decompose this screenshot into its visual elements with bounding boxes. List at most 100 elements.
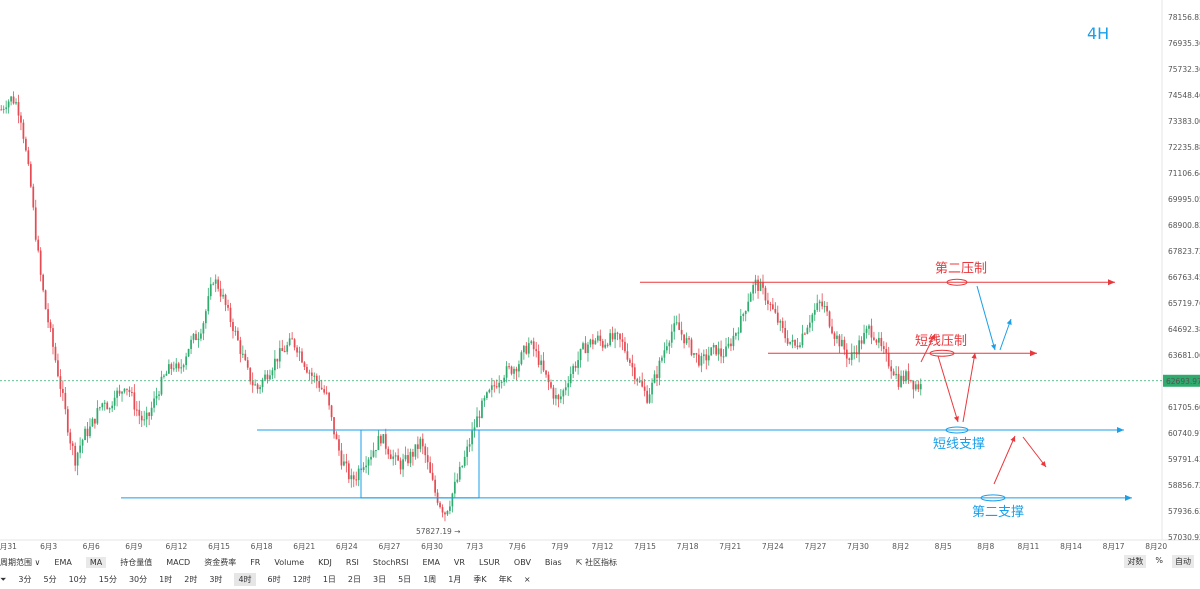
candle-body (559, 396, 562, 400)
candle-body (574, 365, 577, 368)
candle-body (821, 301, 824, 307)
y-tick-label: 64692.38 (1168, 325, 1200, 334)
indicator-item[interactable]: EMA (54, 557, 72, 567)
candle-body (150, 407, 153, 416)
indicator-item[interactable]: Bias (544, 557, 562, 567)
y-tick-label: 65719.76 (1168, 299, 1200, 308)
log-scale-button[interactable]: 对数 (1124, 555, 1147, 568)
resistance2-line-head (1108, 279, 1115, 286)
percent-scale-button[interactable]: % (1155, 556, 1163, 565)
timeframe-item[interactable]: 1时 (159, 575, 173, 584)
timeframe-item[interactable]: 季K (473, 575, 487, 584)
candle-body (636, 379, 639, 382)
indicator-item[interactable]: EMA (422, 557, 440, 567)
indicator-item[interactable]: FR (250, 557, 261, 567)
indicator-item[interactable]: 资金费率 (204, 557, 237, 567)
timeframe-item[interactable]: 4时 (234, 573, 256, 586)
candle-body (2, 108, 5, 110)
indicator-item[interactable]: RSI (345, 557, 359, 567)
candle-body (611, 333, 614, 340)
timeframe-item[interactable]: 3时 (209, 575, 223, 584)
indicator-item[interactable]: MACD (166, 557, 191, 567)
candle-body (209, 284, 212, 297)
candle-body (135, 409, 138, 411)
candle-body (10, 96, 12, 102)
candle-body (71, 443, 74, 446)
candle-body (118, 390, 121, 394)
indicator-item[interactable]: StochRSI (372, 557, 409, 567)
candle-body (520, 352, 523, 365)
timeframe-item[interactable]: 3分 (18, 575, 32, 584)
support2-label: 第二支撑 (972, 505, 1024, 520)
timeframe-item[interactable]: 6时 (267, 575, 281, 584)
candle-body (877, 337, 880, 343)
indicator-item[interactable]: ⇱ 社区指标 (575, 557, 617, 567)
candle-body (564, 387, 567, 391)
candlestick-chart[interactable]: 78156.83 76935.36 75732.36 74548.46 73383.00… (0, 0, 1200, 552)
timeframe-item[interactable]: 2时 (184, 575, 198, 584)
x-tick-label: 6月12 (165, 542, 187, 551)
indicator-item[interactable]: Volume (274, 557, 305, 567)
timeframe-item[interactable]: 1月 (448, 575, 462, 584)
candle-body (579, 348, 582, 361)
candle-body (54, 346, 57, 361)
candle-body (456, 479, 459, 482)
timeframe-item[interactable]: 1日 (322, 575, 336, 584)
indicator-item[interactable]: KDJ (318, 557, 332, 567)
candle-body (155, 395, 158, 399)
candle-body (251, 381, 254, 386)
candle-body (779, 321, 782, 323)
candle-body (542, 360, 545, 371)
candle-body (845, 349, 848, 359)
indicator-item[interactable]: 持仓量值 (120, 557, 153, 567)
candle-body (444, 512, 446, 515)
candle-body (488, 389, 491, 393)
timeframe-item[interactable]: 年K (498, 575, 512, 584)
timeframe-item[interactable]: 5分 (43, 575, 57, 584)
candle-body (759, 282, 762, 291)
timeframe-item[interactable]: 30分 (128, 575, 148, 584)
candle-body (380, 435, 382, 444)
timeframe-item[interactable]: ⏷ (0, 574, 7, 584)
indicator-item[interactable]: LSUR (478, 557, 500, 567)
candle-body (249, 367, 252, 382)
candle-body (182, 365, 185, 368)
candle-body (616, 332, 619, 334)
x-tick-label: 8月2 (892, 542, 909, 551)
candle-body (200, 333, 202, 339)
short-support-marker (945, 426, 969, 434)
candle-body (170, 364, 173, 369)
indicator-item[interactable]: OBV (513, 557, 531, 567)
candle-body (350, 475, 353, 480)
timeframe-item[interactable]: 1周 (423, 575, 437, 584)
candle-body (153, 398, 155, 408)
chart-area[interactable]: 78156.83 76935.36 75732.36 74548.46 73383.00… (0, 0, 1200, 551)
short-resistance-line-head (1030, 350, 1037, 357)
timeframe-item[interactable]: 2日 (347, 575, 361, 584)
timeframe-item[interactable]: × (523, 575, 531, 584)
candle-body (39, 250, 42, 275)
candle-body (404, 455, 407, 460)
candle-body (426, 455, 429, 463)
y-tick-label: 74548.46 (1168, 91, 1200, 100)
candle-body (555, 395, 557, 399)
candle-body (912, 380, 915, 390)
indicator-item[interactable]: MA (85, 556, 107, 568)
timeframe-item[interactable]: 5日 (398, 575, 412, 584)
candle-body (121, 391, 123, 394)
timeframe-item[interactable]: 15分 (98, 575, 117, 584)
timeframe-item[interactable]: 12时 (292, 575, 311, 584)
timeframe-item[interactable]: 10分 (68, 575, 87, 584)
timeframe-item[interactable]: 3日 (373, 575, 387, 584)
candle-body (897, 373, 900, 387)
auto-scale-button[interactable]: 自动 (1172, 555, 1194, 568)
candle-body (177, 363, 180, 369)
indicator-item[interactable]: VR (453, 557, 465, 567)
candle-body (222, 294, 224, 297)
candle-body (94, 418, 96, 424)
x-tick-label: 6月15 (208, 542, 230, 551)
support2-marker (980, 494, 1006, 502)
period-range-dropdown[interactable]: 周期范围 ∨ (0, 557, 41, 567)
candle-body (690, 339, 693, 355)
candle-body (160, 376, 163, 395)
